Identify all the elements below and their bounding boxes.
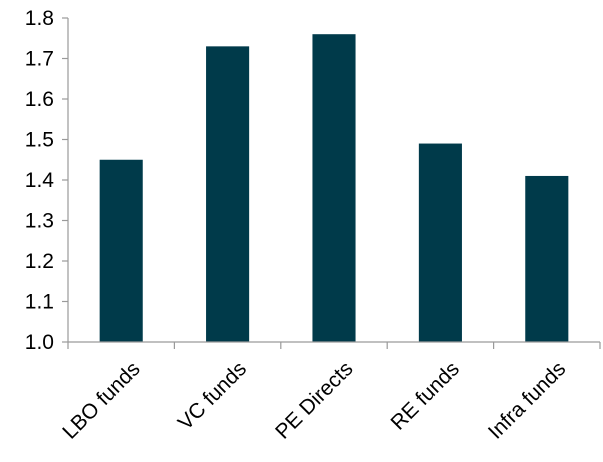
x-category-label: LBO funds bbox=[58, 357, 144, 443]
bars bbox=[99, 34, 569, 342]
bar-infra-funds bbox=[525, 175, 569, 342]
y-tick-label: 1.0 bbox=[25, 331, 54, 354]
x-axis: LBO funds VC funds PE Directs RE funds Infra… bbox=[58, 341, 601, 444]
bar-pe-directs bbox=[312, 34, 356, 342]
y-tick-label: 1.5 bbox=[25, 129, 54, 152]
bar-re-funds bbox=[418, 143, 462, 342]
y-tick-label: 1.4 bbox=[25, 169, 55, 192]
bar-vc-funds bbox=[206, 46, 250, 342]
x-category-label: PE Directs bbox=[271, 357, 357, 443]
y-axis: 1.0 1.1 1.2 1.3 1.4 1.5 1.6 1.7 1.8 bbox=[25, 7, 69, 354]
x-category-label: RE funds bbox=[387, 357, 464, 434]
y-tick-label: 1.6 bbox=[25, 88, 54, 111]
x-category-label: Infra funds bbox=[484, 357, 570, 443]
y-tick-label: 1.7 bbox=[25, 48, 54, 71]
y-tick-label: 1.2 bbox=[25, 250, 54, 273]
y-tick-label: 1.3 bbox=[25, 210, 54, 233]
y-tick-label: 1.8 bbox=[25, 7, 54, 30]
y-tick-label: 1.1 bbox=[25, 291, 54, 314]
x-category-label: VC funds bbox=[174, 357, 251, 434]
bar-lbo-funds bbox=[99, 159, 143, 342]
